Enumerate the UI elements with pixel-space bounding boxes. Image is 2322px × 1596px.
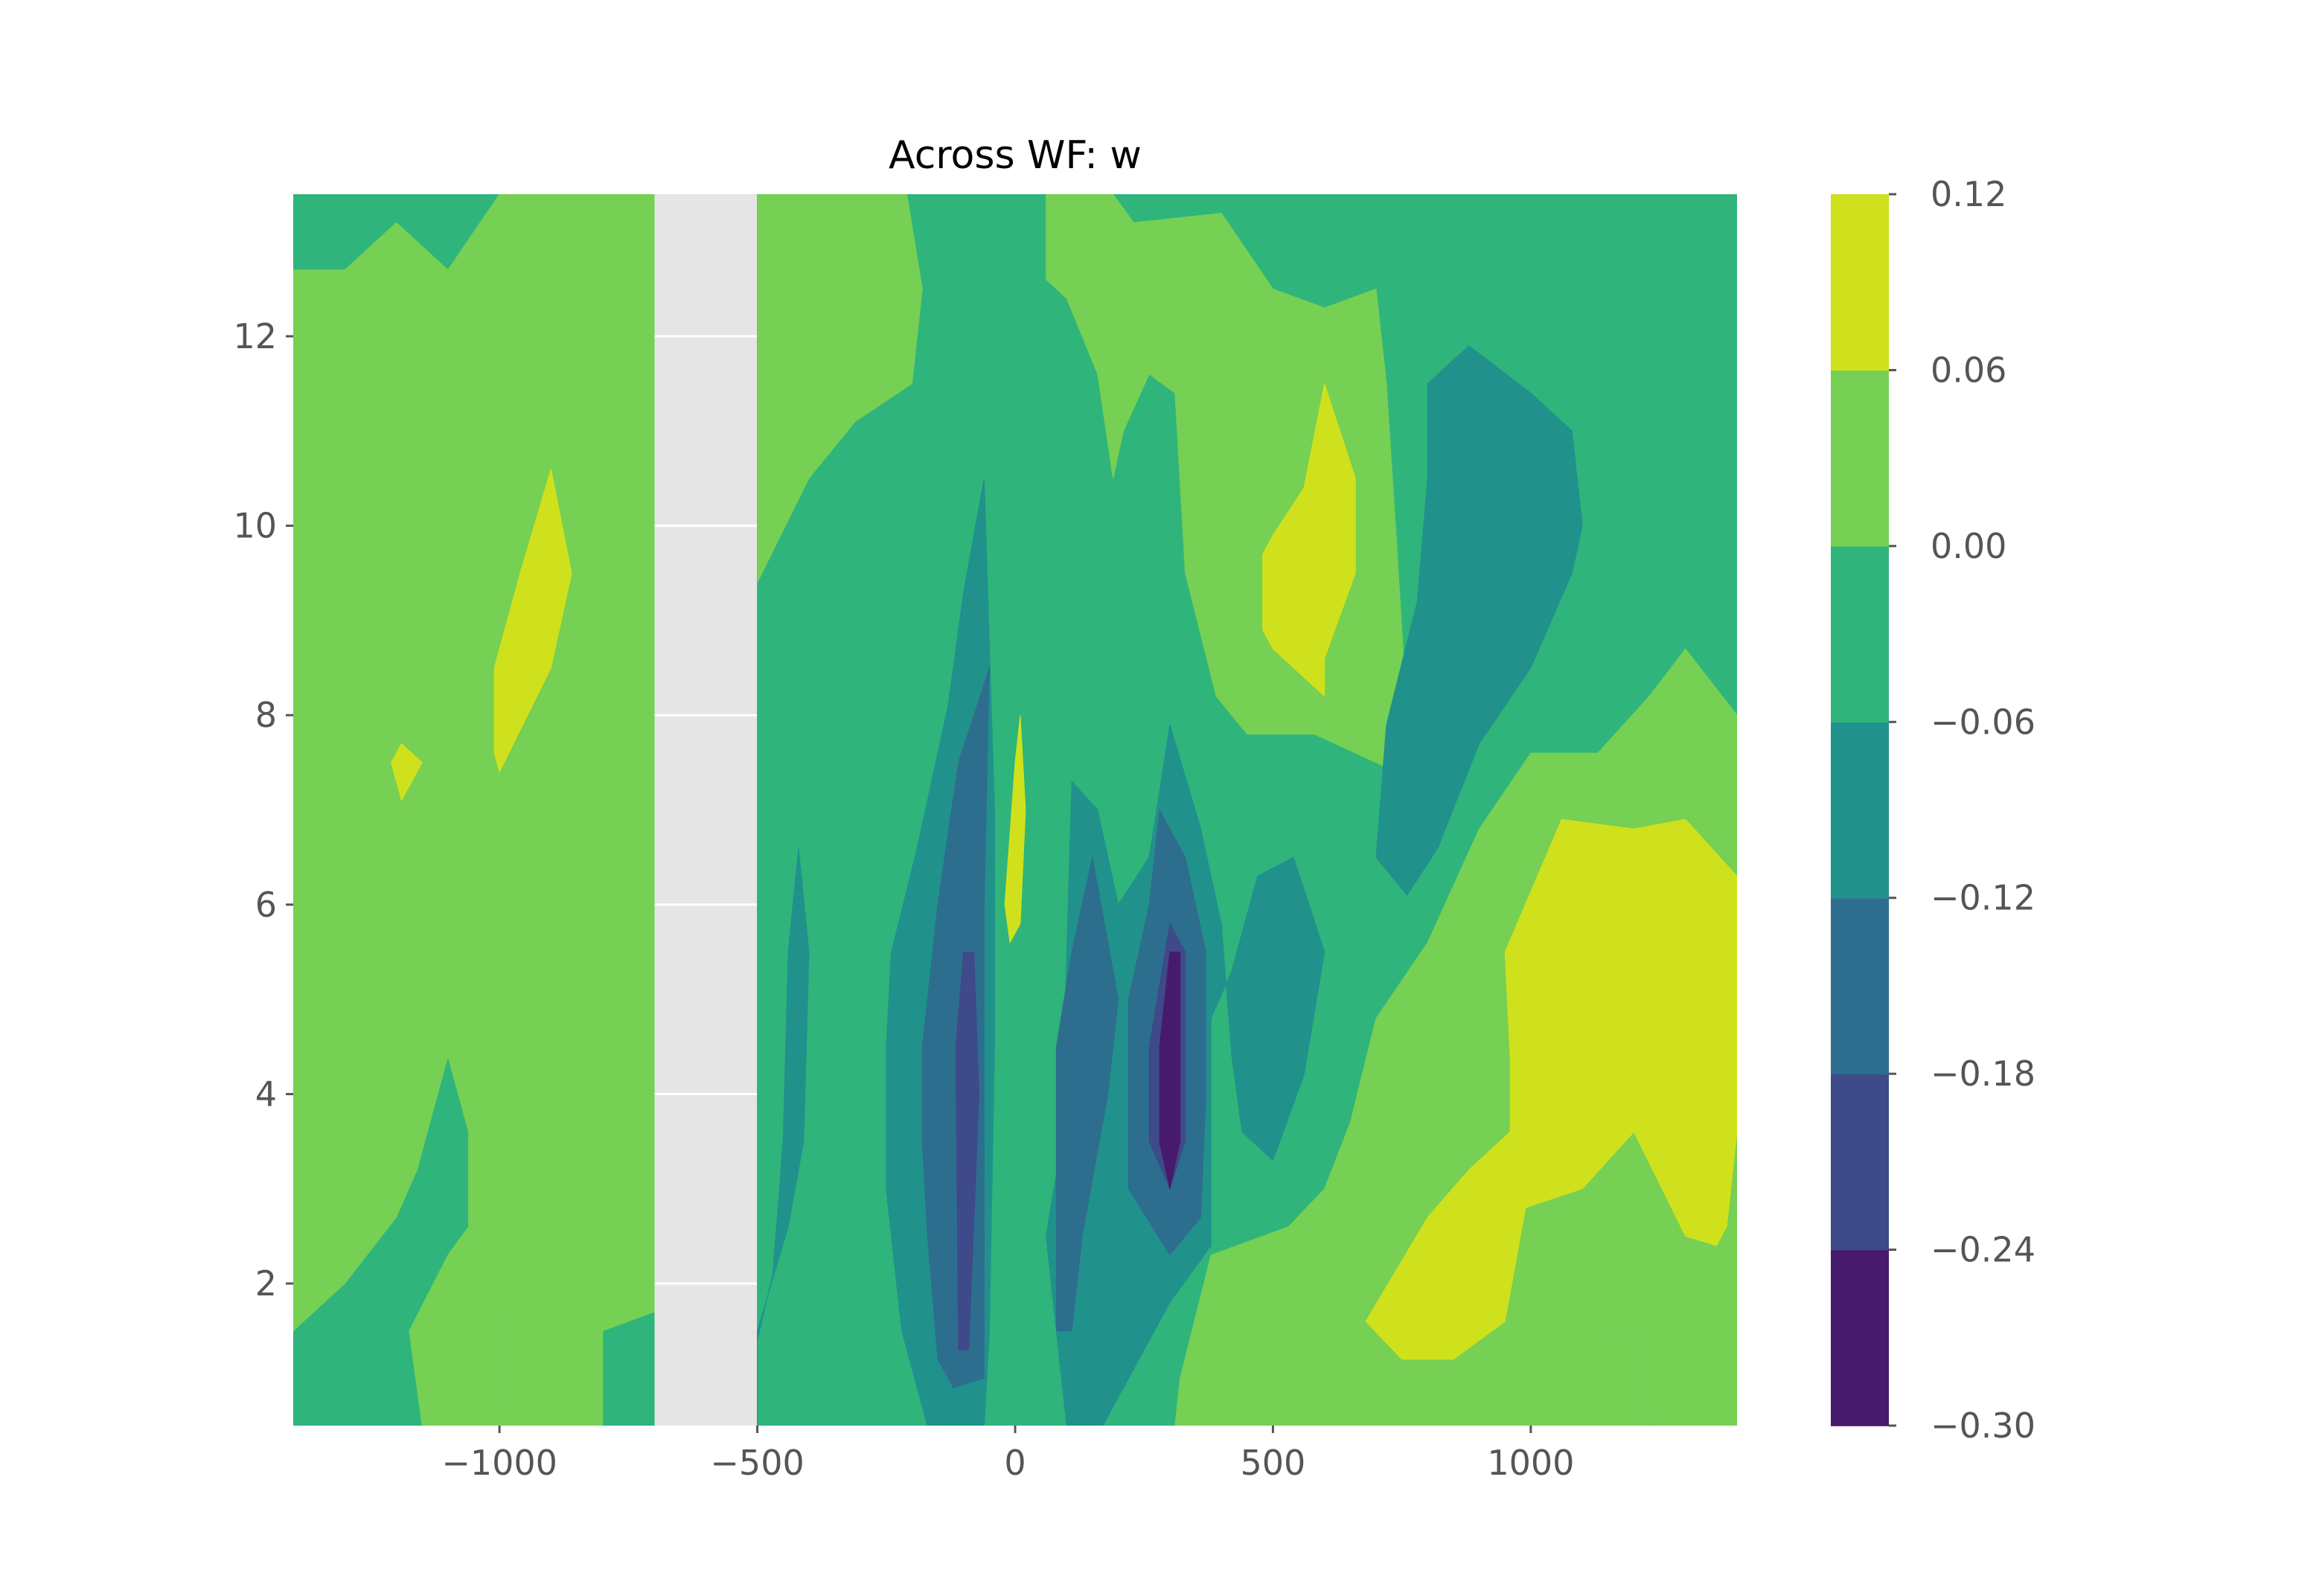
colorbar-band-2 — [1831, 897, 1889, 1074]
x-tick-label-4: 1000 — [1487, 1443, 1574, 1483]
colorbar-band-3 — [1831, 722, 1889, 899]
y-tick-label-2: 6 — [255, 885, 277, 925]
contour-region-8 — [1262, 382, 1356, 697]
x-tick-label-0: −1000 — [441, 1443, 557, 1483]
contour-region-17 — [955, 952, 980, 1350]
contour-region-19 — [1159, 952, 1181, 1189]
x-axis: −1000 −500 0 500 1000 — [441, 1426, 1574, 1483]
colorbar-band-6 — [1831, 194, 1889, 371]
contour-region-23 — [499, 1312, 511, 1397]
colorbar-band-5 — [1831, 370, 1889, 547]
contour-region-3 — [391, 743, 423, 802]
contour-region-1 — [293, 194, 655, 1426]
contour-region-11 — [757, 847, 810, 1426]
colorbar-tick-label-5: 0.00 — [1931, 526, 2006, 566]
colorbar-tick-label-2: −0.18 — [1931, 1054, 2035, 1094]
chart-title: Across WF: w — [889, 133, 1142, 178]
contour-region-15 — [1055, 857, 1119, 1332]
contour-region-2 — [493, 469, 572, 774]
contour-region-10 — [1375, 345, 1583, 896]
contour-region-21 — [1004, 715, 1026, 944]
y-tick-label-4: 10 — [233, 506, 277, 546]
x-tick-label-1: −500 — [710, 1443, 804, 1483]
colorbar: −0.30 −0.24 −0.18 −0.12 −0.06 0.00 0.06 0.12 — [1831, 174, 2035, 1446]
colorbar-band-1 — [1831, 1074, 1889, 1251]
colorbar-tick-label-6: 0.06 — [1931, 350, 2006, 390]
contour-region-20 — [1272, 952, 1294, 1077]
grid-lines — [654, 335, 758, 1285]
y-axis: 2 4 6 8 10 12 — [233, 316, 293, 1304]
x-tick-label-3: 500 — [1241, 1443, 1306, 1483]
contour-region-9 — [1365, 818, 1737, 1360]
contour-region-5 — [757, 194, 923, 583]
y-tick-label-0: 2 — [255, 1263, 277, 1304]
colorbar-tick-label-3: −0.12 — [1931, 878, 2035, 918]
colorbar-band-4 — [1831, 545, 1889, 723]
x-tick-label-2: 0 — [1004, 1443, 1026, 1483]
colorbar-tick-label-7: 0.12 — [1931, 174, 2006, 214]
y-tick-label-5: 12 — [233, 316, 277, 356]
y-tick-label-3: 8 — [255, 695, 277, 735]
contour-regions — [293, 194, 1737, 1426]
colorbar-band-0 — [1831, 1249, 1889, 1426]
colorbar-tick-label-1: −0.24 — [1931, 1230, 2035, 1270]
contour-region-22 — [1602, 1330, 1650, 1426]
colorbar-tick-label-0: −0.30 — [1931, 1406, 2035, 1446]
y-tick-label-1: 4 — [255, 1074, 277, 1114]
colorbar-tick-label-4: −0.06 — [1931, 702, 2035, 742]
